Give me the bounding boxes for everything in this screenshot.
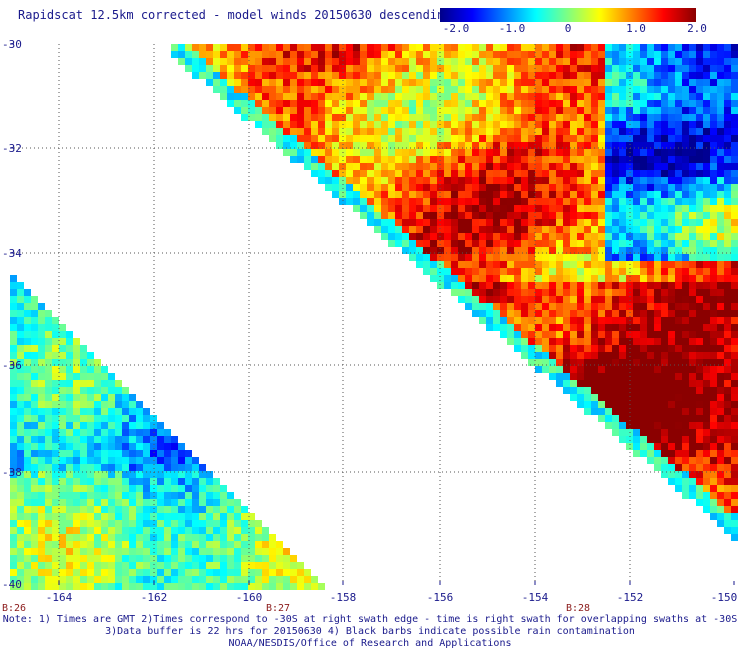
- footnote-line: NOAA/NESDIS/Office of Research and Appli…: [228, 638, 512, 649]
- swath-time-label: B:26: [2, 603, 27, 614]
- graticule: [10, 44, 734, 585]
- lon-label: -164: [45, 591, 73, 604]
- lat-label: -40: [2, 578, 22, 591]
- swath-time-label: B:28: [566, 603, 591, 614]
- colorbar-label: -1.0: [498, 22, 526, 35]
- lat-label: -32: [2, 142, 22, 155]
- colorbar-label: 2.0: [687, 22, 707, 35]
- lat-label: -34: [2, 247, 22, 260]
- lon-label: -154: [521, 591, 549, 604]
- lat-label: -38: [2, 466, 22, 479]
- footnote-line: 3)Data buffer is 22 hrs for 20150630 4) …: [105, 626, 635, 637]
- lon-label: -156: [426, 591, 454, 604]
- wind-difference-cells: [10, 44, 738, 590]
- axis-ticks: [10, 43, 735, 585]
- lon-label: -150: [710, 591, 738, 604]
- lon-label: -152: [616, 591, 644, 604]
- lat-label: -30: [2, 38, 22, 51]
- lat-label: -36: [2, 359, 22, 372]
- map-title: Rapidscat 12.5km corrected - model winds…: [18, 8, 452, 22]
- colorbar-label: 1.0: [626, 22, 646, 35]
- lon-label: -160: [235, 591, 263, 604]
- colorbar-label: 0: [564, 22, 572, 35]
- colorbar: [440, 8, 696, 22]
- footnotes: Note: 1) Times are GMT 2)Times correspon…: [0, 614, 740, 650]
- colorbar-label: -2.0: [442, 22, 470, 35]
- swath-time-label: B:27: [266, 603, 291, 614]
- lon-label: -158: [329, 591, 357, 604]
- lon-label: -162: [140, 591, 168, 604]
- footnote-line: Note: 1) Times are GMT 2)Times correspon…: [2, 614, 738, 625]
